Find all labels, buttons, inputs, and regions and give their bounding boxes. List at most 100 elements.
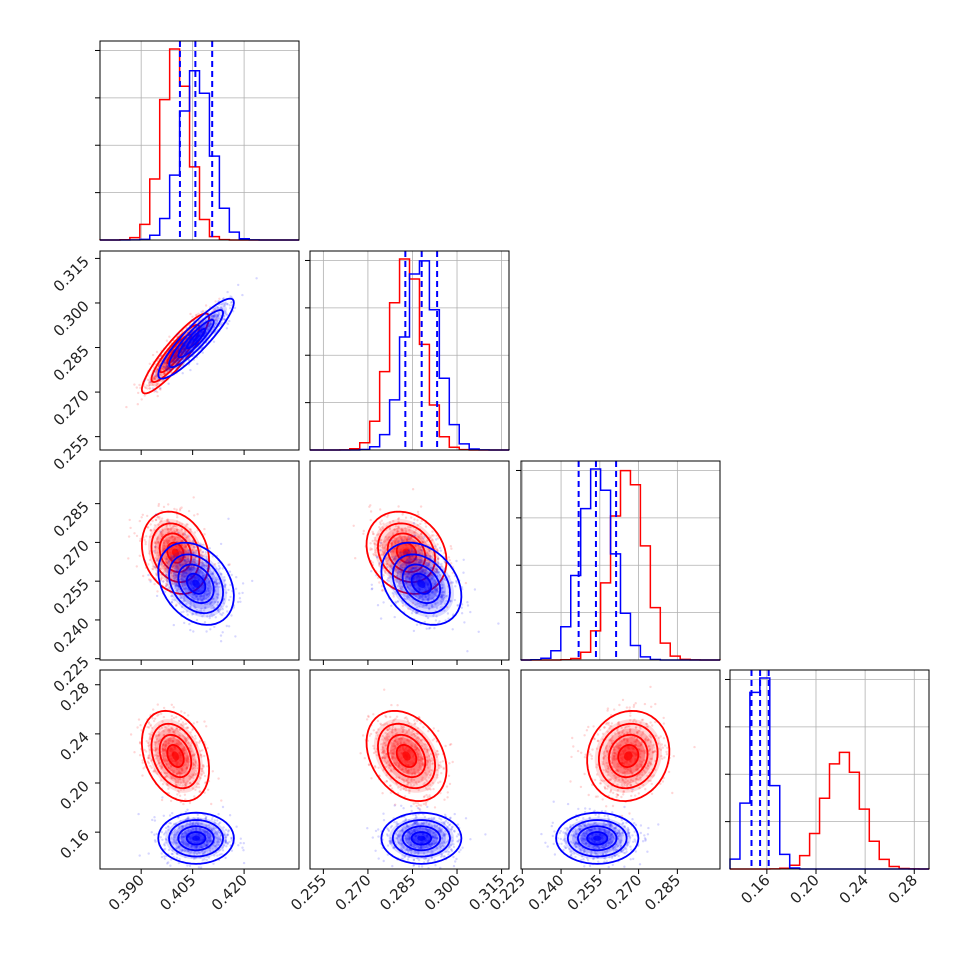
y-tick-label: 0.16	[56, 826, 92, 862]
panel-frame	[309, 460, 510, 661]
y-tick-label: 0.285	[50, 342, 93, 385]
contour-blue	[380, 811, 463, 865]
contour-blue	[185, 327, 207, 350]
density-fill	[192, 579, 200, 588]
x-tick-label: 0.255	[287, 871, 330, 914]
density-fill	[624, 751, 633, 761]
hist-panel-2	[516, 460, 721, 661]
contour-blue	[177, 825, 215, 852]
contour-red	[150, 324, 201, 383]
x-tick-label: 0.24	[836, 871, 872, 907]
density-fill	[172, 548, 179, 557]
contour-blue	[168, 309, 224, 369]
contour-blue	[157, 297, 235, 380]
contour-blue	[168, 819, 224, 858]
contour-red	[377, 722, 437, 790]
x-tick-label: 0.270	[332, 871, 375, 914]
contour-red	[617, 744, 640, 768]
contour-red	[140, 510, 211, 595]
contour-red	[608, 733, 649, 779]
contour-blue	[401, 563, 442, 604]
contour-blue	[577, 825, 618, 852]
panel-frame	[99, 669, 300, 870]
panel-frame	[520, 669, 721, 870]
panel-frame	[99, 250, 300, 451]
y-tick-label: 0.300	[50, 297, 93, 340]
panel-frame	[520, 460, 721, 661]
scatter-panel-0-1	[99, 250, 300, 451]
density-fill	[172, 349, 179, 358]
x-tick-label: 0.255	[564, 871, 607, 914]
contour-red	[386, 733, 427, 779]
panel-frame	[99, 40, 300, 241]
contour-red	[166, 744, 185, 768]
y-tick-label: 0.20	[56, 777, 92, 813]
contour-red	[386, 532, 427, 573]
contour-red	[586, 709, 671, 803]
contour-red	[158, 733, 193, 779]
scatter-panel-2-3	[520, 669, 721, 870]
density-fill	[192, 835, 200, 841]
contour-red	[150, 522, 201, 584]
contour-blue	[555, 811, 640, 865]
y-tick-label: 0.270	[50, 386, 93, 429]
density-fill	[417, 579, 426, 588]
contour-blue	[157, 811, 235, 865]
density-fill	[172, 751, 179, 761]
x-tick-label: 0.390	[105, 871, 148, 914]
scatter-panel-1-3	[309, 669, 510, 870]
density-fill	[402, 751, 411, 761]
panel-frame	[99, 460, 300, 661]
hist-panel-1	[305, 250, 510, 451]
contour-blue	[380, 541, 463, 626]
scatter-panel-0-2	[99, 460, 300, 661]
x-tick-label: 0.285	[641, 871, 684, 914]
x-tick-label: 0.285	[376, 871, 419, 914]
y-tick-label: 0.255	[50, 575, 93, 618]
density-fill	[417, 835, 426, 841]
x-tick-label: 0.405	[156, 871, 199, 914]
contour-blue	[410, 572, 433, 595]
contour-blue	[586, 831, 609, 846]
y-tick-label: 0.315	[50, 253, 93, 296]
y-tick-label: 0.285	[50, 498, 93, 541]
contour-blue	[401, 825, 442, 852]
contour-red	[140, 709, 210, 803]
panel-frame	[309, 250, 510, 451]
contour-blue	[566, 819, 628, 858]
density-fill	[192, 334, 200, 343]
contour-blue	[391, 553, 451, 615]
contour-red	[150, 722, 201, 790]
contour-blue	[185, 831, 207, 846]
scatter-panel-1-2	[309, 460, 510, 661]
contour-red	[365, 710, 448, 802]
contour-blue	[177, 563, 215, 604]
contour-red	[598, 722, 659, 790]
x-tick-label: 0.270	[602, 871, 645, 914]
hist-panel-3	[725, 669, 930, 870]
contour-blue	[168, 553, 224, 615]
contour-blue	[410, 831, 433, 846]
contour-blue	[157, 541, 235, 626]
contour-red	[158, 532, 193, 573]
panel-frame	[309, 669, 510, 870]
y-tick-label: 0.255	[50, 431, 93, 474]
y-tick-label: 0.270	[50, 537, 93, 580]
y-tick-label: 0.240	[50, 614, 93, 657]
contour-blue	[177, 318, 215, 359]
x-tick-label: 0.28	[885, 871, 921, 907]
scatter-panel-0-3	[99, 669, 300, 870]
x-tick-label: 0.420	[208, 871, 251, 914]
contour-red	[395, 744, 418, 768]
x-tick-label: 0.16	[737, 871, 773, 907]
contour-blue	[185, 572, 207, 595]
x-tick-label: 0.300	[421, 871, 464, 914]
density-fill	[593, 835, 602, 841]
panel-frame	[729, 669, 930, 870]
hist-panel-0	[95, 40, 300, 241]
x-tick-label: 0.20	[786, 871, 822, 907]
contour-blue	[391, 819, 451, 858]
x-tick-label: 0.240	[525, 871, 568, 914]
y-tick-label: 0.24	[56, 728, 92, 764]
